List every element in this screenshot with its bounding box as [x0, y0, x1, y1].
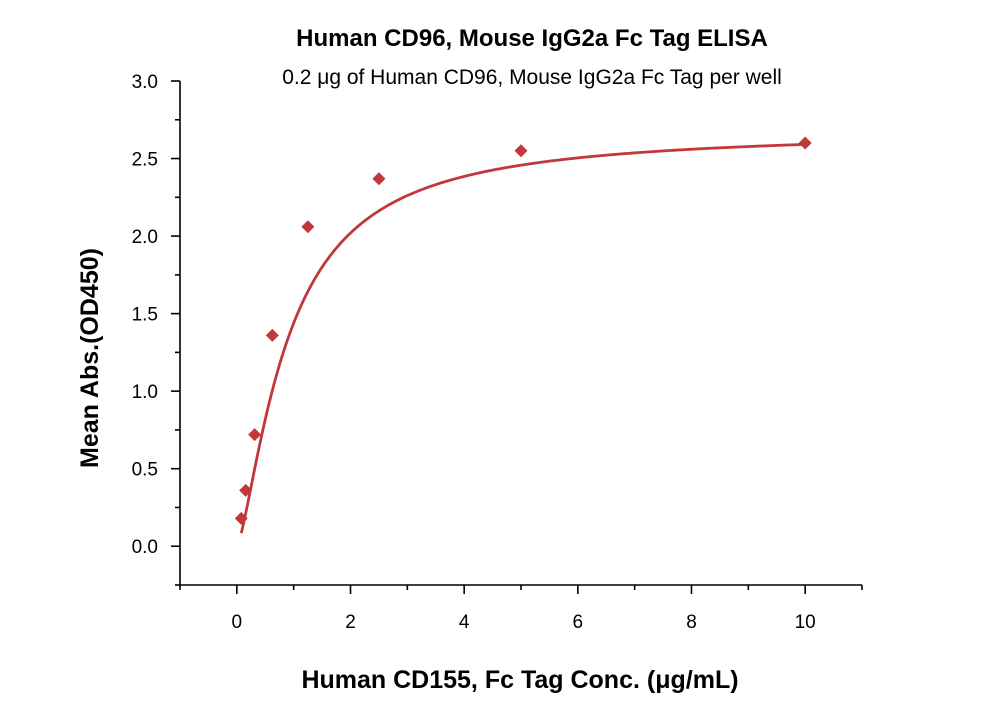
data-point	[301, 220, 315, 234]
y-ticks: 0.0 0.5 1.0 1.5 2.0 2.5 3.0	[132, 72, 180, 586]
x-tick-label: 8	[686, 612, 697, 633]
y-tick-label: 2.5	[132, 150, 158, 171]
y-tick-label: 0.0	[132, 537, 158, 558]
y-tick-label: 0.5	[132, 460, 158, 481]
y-axis-label: Mean Abs.(OD450)	[76, 248, 104, 468]
y-tick-label: 1.0	[132, 382, 158, 403]
fit-curve	[239, 143, 806, 534]
data-point	[248, 428, 262, 442]
data-point	[265, 328, 279, 342]
chart-subtitle: 0.2 μg of Human CD96, Mouse IgG2a Fc Tag…	[282, 66, 782, 89]
y-tick-label: 1.5	[132, 305, 158, 326]
data-point	[798, 136, 812, 150]
x-tick-label: 6	[573, 612, 584, 633]
data-points	[234, 136, 812, 525]
x-axis-label: Human CD155, Fc Tag Conc. (μg/mL)	[301, 666, 738, 694]
data-point	[514, 144, 528, 158]
data-point	[234, 511, 248, 525]
data-point	[239, 483, 253, 497]
data-point	[372, 172, 386, 186]
axes: 0 2 4 6 8 10 0.0 0.5 1.0 1.5 2.0 2.5 3.0	[132, 72, 863, 633]
y-tick-label: 3.0	[132, 72, 158, 93]
chart-title: Human CD96, Mouse IgG2a Fc Tag ELISA	[296, 25, 768, 52]
x-tick-label: 4	[459, 612, 470, 633]
y-tick-label: 2.0	[132, 227, 158, 248]
x-tick-label: 2	[345, 612, 356, 633]
x-ticks: 0 2 4 6 8 10	[179, 585, 863, 633]
x-tick-label: 10	[795, 612, 816, 633]
x-tick-label: 0	[232, 612, 243, 633]
